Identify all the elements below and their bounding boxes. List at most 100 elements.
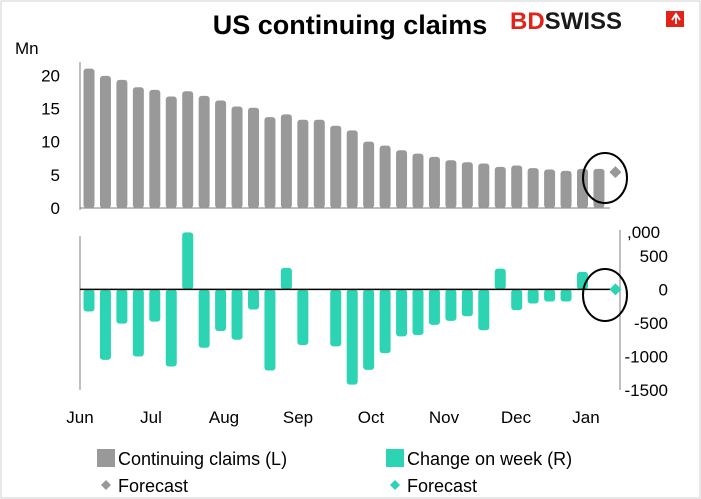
top-bar (99, 75, 111, 208)
top-bar (297, 119, 309, 208)
brand-flag-icon (666, 11, 684, 27)
top-bar (182, 91, 194, 208)
bottom-bar (494, 268, 506, 290)
bottom-bar (560, 289, 572, 302)
x-month-label: Oct (358, 408, 385, 427)
top-y-tick-label: 20 (41, 66, 60, 85)
bottom-bar (511, 289, 523, 311)
bottom-bar (132, 289, 144, 357)
x-month-label: Sep (283, 408, 313, 427)
legend-label-forecast-teal: Forecast (407, 476, 477, 496)
top-bar (593, 168, 605, 208)
bottom-bar (330, 289, 342, 347)
bottom-bar (461, 289, 473, 317)
bottom-bar (428, 289, 440, 325)
legend-swatch-continuing-claims (97, 449, 115, 467)
top-bar (215, 100, 227, 208)
bottom-forecast-diamond (609, 283, 622, 296)
bottom-bar (445, 289, 457, 321)
bottom-bar (215, 289, 227, 331)
top-bar (132, 87, 144, 208)
top-bar (412, 153, 424, 208)
bottom-y-tick-label: 0 (659, 280, 668, 299)
bottom-forecast-highlight-circle (582, 268, 628, 322)
bottom-bars (83, 232, 588, 385)
top-bar (560, 170, 572, 208)
top-bar (264, 117, 276, 208)
bottom-bar (231, 289, 243, 340)
chart-title: US continuing claims (213, 10, 488, 40)
top-forecast (609, 166, 622, 179)
top-bar (577, 168, 588, 208)
bottom-bar (198, 289, 210, 348)
top-y-tick-label: 10 (41, 133, 60, 152)
top-forecast-diamond (609, 166, 622, 179)
bottom-bar (99, 289, 111, 360)
top-bar (428, 156, 440, 208)
bottom-y-tick-label: -1000 (625, 347, 668, 366)
x-month-label: Jun (66, 408, 93, 427)
top-bar (461, 162, 473, 208)
bottom-bar (149, 289, 161, 322)
top-bar (231, 106, 243, 208)
x-month-label: Jul (140, 408, 162, 427)
top-bar (165, 96, 177, 208)
bottom-bar (116, 289, 128, 324)
top-bar (248, 107, 259, 208)
bottom-bar (83, 289, 95, 312)
x-month-label: Jan (572, 408, 599, 427)
bottom-bar (396, 289, 408, 337)
x-month-label: Dec (501, 408, 532, 427)
legend-swatch-change-on-week (386, 449, 404, 467)
bottom-unit-label: ,000 (627, 223, 660, 242)
top-bar (396, 150, 408, 208)
top-bar (511, 165, 523, 208)
bottom-bar (544, 289, 556, 302)
top-bar (527, 168, 539, 208)
x-month-label: Nov (429, 408, 460, 427)
top-bar (149, 89, 161, 208)
bottom-bar (182, 232, 194, 290)
bottom-y-tick-label: -1500 (625, 381, 668, 400)
brand-logo-part1: BD (510, 8, 545, 35)
svg-text:BDSWISS: BDSWISS (510, 8, 622, 35)
top-bar (198, 95, 210, 208)
top-bar (280, 114, 292, 208)
top-bar (346, 130, 358, 208)
bottom-bar (248, 289, 259, 310)
top-unit-label: Mn (15, 39, 39, 58)
top-bars (83, 68, 605, 209)
top-bar (379, 145, 391, 208)
legend-label-continuing-claims: Continuing claims (L) (118, 449, 287, 469)
top-bar (363, 141, 375, 208)
top-y-axis-ticks: 0 5 10 15 20 (41, 66, 60, 218)
bottom-bar (346, 289, 358, 385)
brand-cross-icon (671, 12, 681, 24)
bottom-bar (363, 289, 375, 370)
brand-logo: BDSWISS (510, 8, 684, 35)
brand-logo-part2: SWISS (545, 8, 622, 35)
bottom-bar (478, 289, 490, 331)
legend-diamond-forecast-teal (390, 480, 400, 490)
legend-diamond-forecast-gray (101, 480, 111, 490)
bottom-bar (165, 289, 177, 367)
top-bar (544, 169, 556, 208)
top-bar (116, 79, 128, 208)
bottom-forecast (609, 283, 622, 296)
top-y-tick-label: 5 (51, 166, 60, 185)
top-y-tick-label: 15 (41, 99, 60, 118)
top-bar (445, 160, 457, 208)
top-bar (83, 68, 95, 209)
legend: Continuing claims (L) Change on week (R)… (97, 449, 572, 496)
legend-label-change-on-week: Change on week (R) (407, 449, 572, 469)
bottom-y-tick-label: -500 (634, 314, 668, 333)
top-forecast-highlight-circle (582, 152, 628, 204)
top-bar (494, 166, 506, 208)
bottom-bar (379, 289, 391, 354)
bottom-bar (297, 289, 309, 346)
bottom-bar (527, 289, 539, 304)
bottom-bar (264, 289, 276, 371)
top-bar (478, 163, 490, 208)
